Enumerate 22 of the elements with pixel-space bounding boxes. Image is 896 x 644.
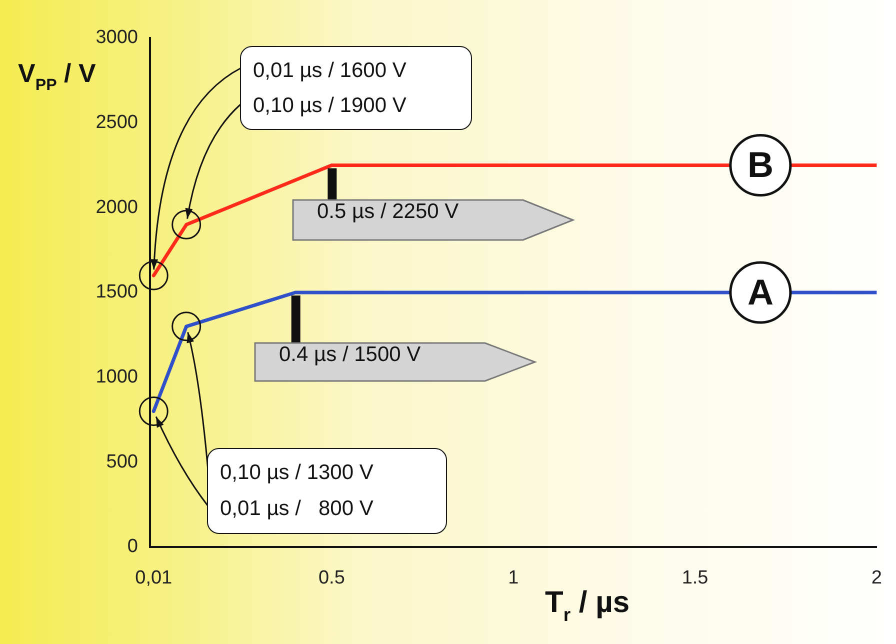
y-tick-label: 2000 bbox=[96, 196, 138, 218]
y-tick-label: 1500 bbox=[96, 282, 138, 303]
callout-box: 0,01 µs / 1600 V 0,10 µs / 1900 V bbox=[240, 46, 472, 130]
y-tick-label: 2500 bbox=[96, 112, 138, 134]
x-tick-label: 0,01 bbox=[135, 568, 172, 589]
x-tick-label: 1.5 bbox=[682, 568, 708, 589]
annotation: 0,10 µs / 1300 V bbox=[220, 461, 374, 485]
series-label: A bbox=[747, 271, 774, 312]
x-tick-label: 0.5 bbox=[318, 568, 345, 589]
annotation: 0,01 µs / 800 V bbox=[220, 497, 374, 521]
y-tick-label: 500 bbox=[106, 451, 138, 472]
annotation: 0,10 µs / 1900 V bbox=[253, 94, 408, 118]
y-tick-label: 3000 bbox=[96, 27, 138, 48]
x-tick-label: 1 bbox=[508, 568, 519, 589]
annotation: 0.4 µs / 1500 V bbox=[279, 343, 421, 367]
annotation: 0.5 µs / 2250 V bbox=[317, 200, 459, 224]
series-label: B bbox=[747, 144, 774, 186]
x-tick-label: 2 bbox=[871, 568, 882, 589]
y-tick-label: 0 bbox=[127, 536, 138, 558]
callout-box: 0,10 µs / 1300 V 0,01 µs / 800 V bbox=[207, 448, 447, 534]
annotation: 0,01 µs / 1600 V bbox=[253, 58, 408, 82]
y-tick-label: 1000 bbox=[96, 366, 138, 388]
